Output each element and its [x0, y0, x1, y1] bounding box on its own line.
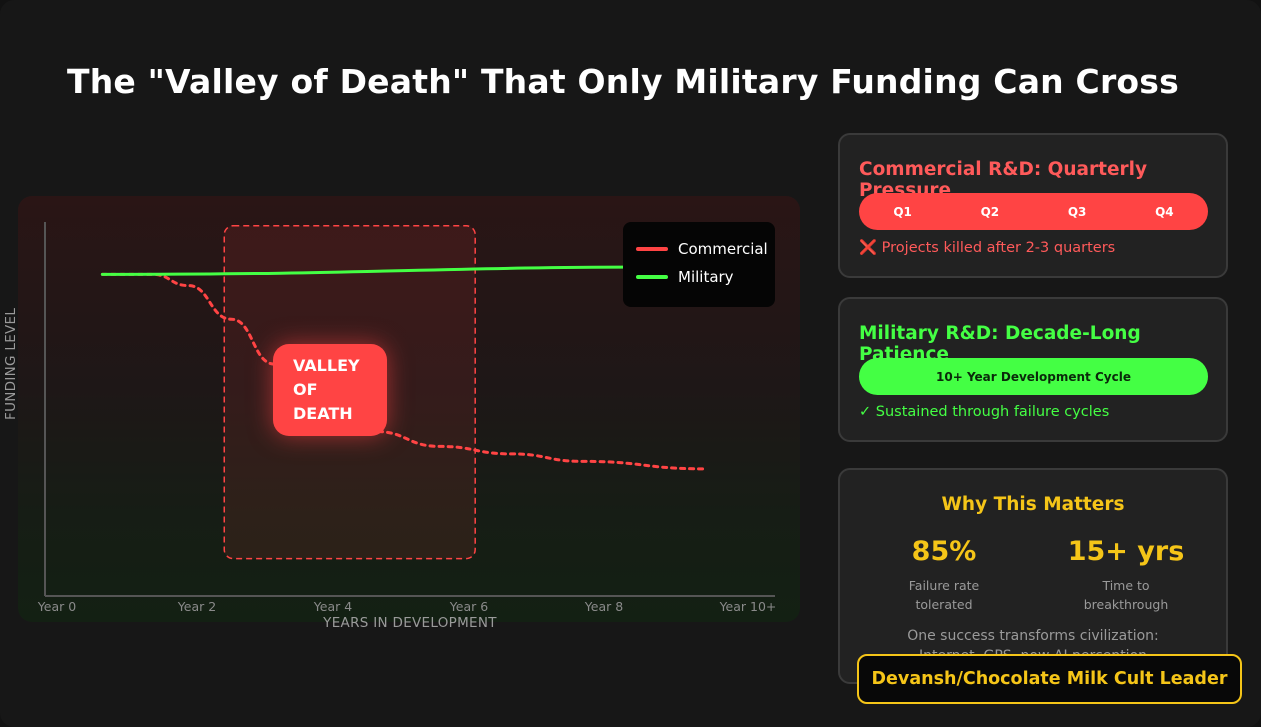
x-tick-label: Year 8 — [584, 599, 623, 614]
quarters-bar: Q1 Q2 Q3 Q4 — [859, 193, 1208, 230]
legend-label-commercial: Commercial — [678, 240, 768, 258]
quarter-q1: Q1 — [893, 204, 912, 219]
commercial-card: Commercial R&D: Quarterly Pressure Q1 Q2… — [838, 133, 1228, 278]
y-axis-title: FUNDING LEVEL — [3, 307, 19, 420]
commercial-note-text: Projects killed after 2-3 quarters — [881, 240, 1116, 256]
stat-time-value: 15+ yrs — [1067, 536, 1185, 567]
chart-legend: Commercial Military — [623, 222, 775, 307]
military-note-text: Sustained through failure cycles — [875, 404, 1110, 420]
legend-label-military: Military — [678, 268, 734, 286]
stat-failure-label-line-1: Failure rate — [908, 578, 980, 593]
valley-label-line-3: DEATH — [293, 404, 353, 423]
x-tick-label: Year 0 — [37, 599, 76, 614]
quarter-q4: Q4 — [1155, 204, 1174, 219]
why-footer-line-1: One success transforms civilization: — [907, 628, 1159, 644]
page-title: The "Valley of Death" That Only Military… — [66, 62, 1179, 101]
legend-item-military: Military — [636, 268, 734, 286]
x-tick-label: Year 6 — [449, 599, 488, 614]
stat-failure-value: 85% — [911, 536, 977, 567]
stat-time-label: Time to breakthrough — [1054, 576, 1198, 614]
x-tick-label: Year 10+ — [719, 599, 777, 614]
check-icon: ✓ — [859, 404, 872, 420]
x-tick-label: Year 2 — [177, 599, 216, 614]
legend-item-commercial: Commercial — [636, 240, 768, 258]
valley-label-line-1: VALLEY — [293, 356, 360, 375]
x-tick-label: Year 4 — [313, 599, 352, 614]
why-card: Why This Matters 85% Failure rate tolera… — [838, 468, 1228, 684]
stat-time-label-line-2: breakthrough — [1083, 597, 1169, 612]
military-note: ✓ Sustained through failure cycles — [859, 404, 1109, 420]
commercial-note: ❌ Projects killed after 2-3 quarters — [859, 239, 1115, 256]
legend-swatch-military — [636, 275, 668, 279]
cross-icon: ❌ — [859, 240, 878, 256]
author-badge: Devansh/Chocolate Milk Cult Leader — [857, 654, 1242, 704]
development-cycle-bar: 10+ Year Development Cycle — [859, 358, 1208, 395]
stat-failure-label: Failure rate tolerated — [884, 576, 1004, 614]
series-line-military — [100, 265, 707, 276]
why-card-title: Why This Matters — [941, 494, 1125, 515]
quarter-q2: Q2 — [980, 204, 1000, 219]
legend-swatch-commercial — [636, 247, 668, 251]
quarter-q3: Q3 — [1067, 204, 1087, 219]
valley-of-death-label: VALLEY OF DEATH — [273, 344, 387, 436]
stat-failure-label-line-2: tolerated — [915, 597, 973, 612]
valley-label-line-2: OF — [293, 380, 318, 399]
stat-time-label-line-1: Time to — [1102, 578, 1150, 593]
x-axis-title: YEARS IN DEVELOPMENT — [323, 615, 497, 631]
development-cycle-label: 10+ Year Development Cycle — [936, 369, 1131, 384]
military-card: Military R&D: Decade-Long Patience 10+ Y… — [838, 297, 1228, 442]
